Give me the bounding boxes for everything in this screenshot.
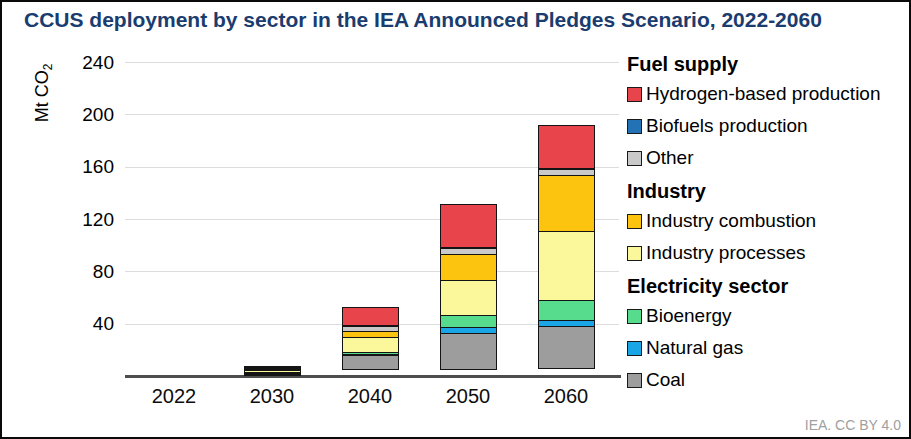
bar-segment-industry_processes	[538, 231, 595, 300]
x-tick-label: 2060	[517, 385, 615, 408]
legend-swatch-icon	[627, 373, 642, 388]
bar-2050	[440, 204, 497, 376]
legend-swatch-icon	[627, 87, 642, 102]
y-axis-title: Mt CO2	[32, 54, 54, 132]
legend-item-label: Industry combustion	[646, 210, 816, 232]
y-tick-label: 120	[62, 210, 114, 229]
y-axis-unit-subscript: 2	[41, 64, 55, 71]
x-tick-label: 2050	[419, 385, 517, 408]
bar-segment-industry_combustion	[538, 175, 595, 233]
license-credit: IEA. CC BY 4.0	[805, 417, 901, 433]
y-tick-label: 200	[62, 105, 114, 124]
legend-item-label: Natural gas	[646, 337, 743, 359]
x-tick-label: 2022	[125, 385, 223, 408]
legend-item-industry_processes: Industry processes	[627, 241, 909, 265]
legend-item-hydrogen: Hydrogen-based production	[627, 82, 909, 106]
y-tick-label: 80	[62, 262, 114, 281]
bar-2040	[342, 307, 399, 376]
x-tick-label: 2040	[321, 385, 419, 408]
legend-swatch-icon	[627, 246, 642, 261]
legend-item-label: Coal	[646, 369, 685, 391]
legend-item-bioenergy: Bioenergy	[627, 304, 909, 328]
bar-segment-bioenergy	[538, 300, 595, 321]
legend-swatch-icon	[627, 151, 642, 166]
bar-segment-coal	[440, 333, 497, 370]
bar-segment-hydrogen	[440, 204, 497, 248]
legend-item-label: Other	[646, 147, 694, 169]
chart-legend: Fuel supply Hydrogen-based production Biof…	[627, 44, 909, 400]
legend-item-label: Hydrogen-based production	[646, 83, 881, 105]
legend-swatch-icon	[627, 309, 642, 324]
chart-title: CCUS deployment by sector in the IEA Ann…	[24, 8, 822, 32]
y-axis-unit: Mt CO	[31, 70, 51, 122]
x-tick-label: 2030	[223, 385, 321, 408]
legend-swatch-icon	[627, 214, 642, 229]
bar-segment-industry_processes	[440, 280, 497, 316]
bar-segment-coal	[244, 374, 301, 376]
bar-segment-coal	[538, 326, 595, 369]
legend-group-header: Fuel supply	[627, 51, 909, 77]
legend-item-other: Other	[627, 146, 909, 170]
gridline	[125, 114, 619, 115]
bar-segment-industry_processes	[342, 337, 399, 353]
legend-item-industry_combustion: Industry combustion	[627, 209, 909, 233]
bar-2060	[538, 125, 595, 376]
legend-group-header: Industry	[627, 178, 909, 204]
gridline	[125, 62, 619, 63]
bar-segment-coal	[342, 355, 399, 369]
legend-item-coal: Coal	[627, 368, 909, 392]
bar-2030	[244, 366, 301, 376]
y-tick-label: 40	[62, 314, 114, 333]
bar-segment-industry_combustion	[440, 254, 497, 281]
legend-item-biofuels: Biofuels production	[627, 114, 909, 138]
chart-figure: CCUS deployment by sector in the IEA Ann…	[0, 0, 911, 439]
legend-swatch-icon	[627, 341, 642, 356]
legend-item-natural_gas: Natural gas	[627, 336, 909, 360]
legend-item-label: Biofuels production	[646, 115, 808, 137]
bar-segment-hydrogen	[342, 307, 399, 326]
legend-item-label: Industry processes	[646, 242, 805, 264]
legend-item-label: Bioenergy	[646, 305, 732, 327]
bar-segment-hydrogen	[538, 125, 595, 168]
legend-swatch-icon	[627, 119, 642, 134]
legend-group-header: Electricity sector	[627, 273, 909, 299]
y-tick-label: 160	[62, 157, 114, 176]
y-tick-label: 240	[62, 53, 114, 72]
